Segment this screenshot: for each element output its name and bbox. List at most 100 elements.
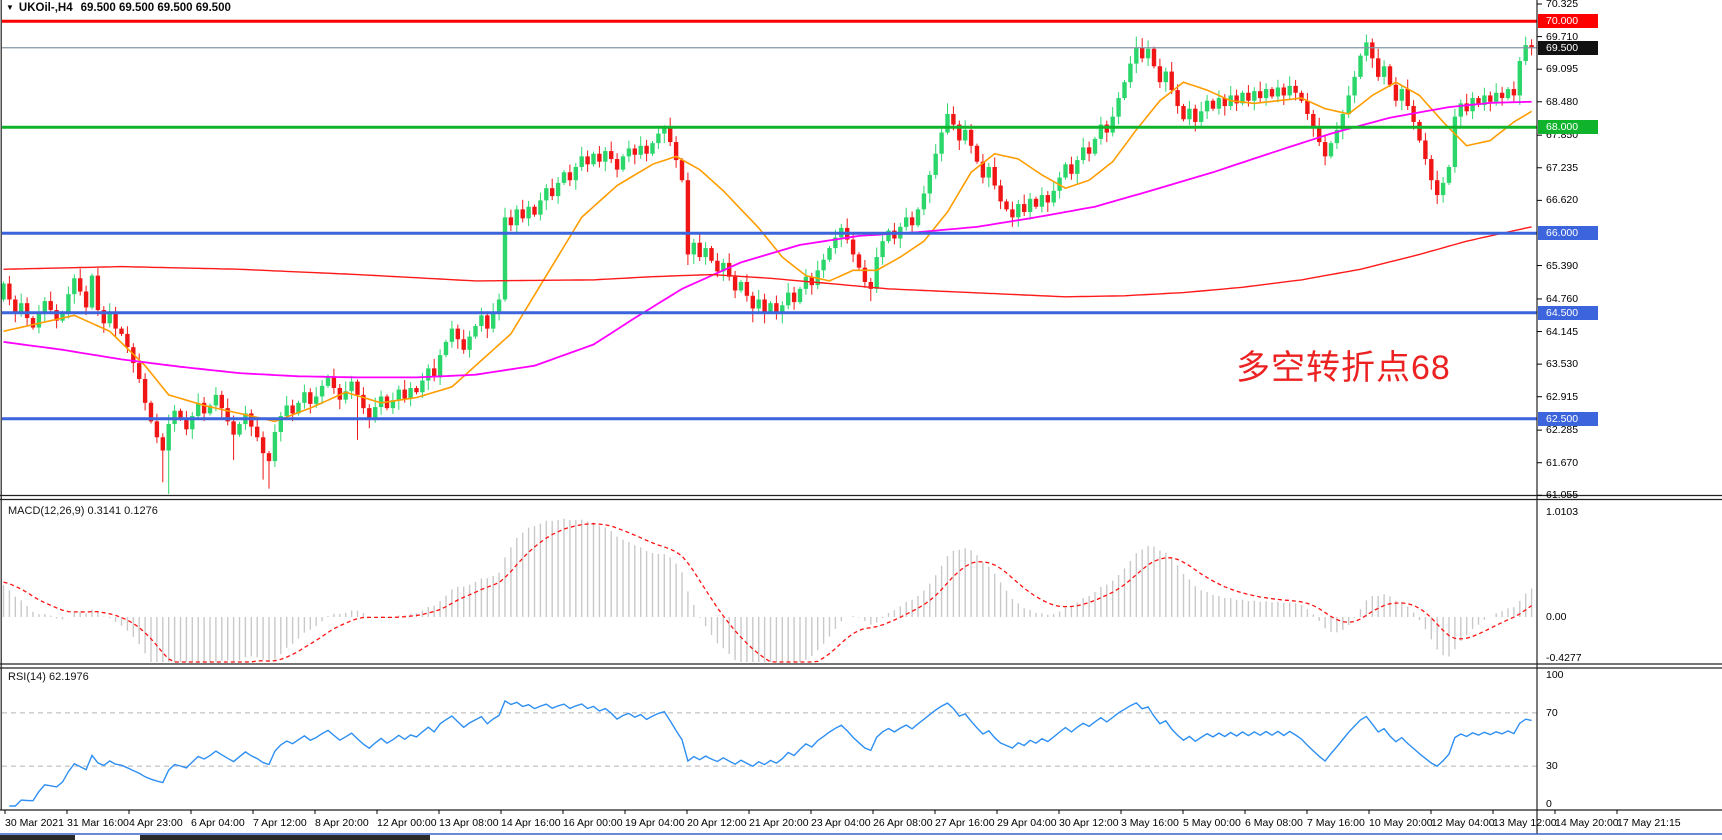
- candle-bullish: [1163, 71, 1168, 83]
- candle-bearish: [201, 402, 207, 414]
- candle-bullish: [378, 396, 384, 408]
- candle-bearish: [1387, 66, 1393, 85]
- time-axis-label: 12 Apr 00:00: [377, 817, 437, 829]
- candle-bullish: [1081, 147, 1086, 161]
- time-axis-label: 5 May 00:00: [1183, 817, 1241, 829]
- candle-bullish: [1110, 116, 1115, 133]
- candle-bullish: [196, 402, 201, 417]
- candle-bullish: [650, 143, 655, 154]
- candle-bullish: [626, 148, 632, 157]
- candle-bullish: [1016, 204, 1021, 218]
- candle-bearish: [119, 328, 124, 334]
- candle-bearish: [1069, 164, 1074, 174]
- candle-bearish: [361, 394, 366, 409]
- bottom-scroll-segment[interactable]: [0, 835, 75, 840]
- levels-layer[interactable]: [2, 19, 1537, 421]
- time-axis[interactable]: 30 Mar 2021 31 Mar 16:00 4 Apr 23:00 6 Apr …: [0, 810, 1722, 834]
- candle-bearish: [355, 381, 360, 395]
- candle-bearish: [1305, 100, 1310, 114]
- candle-bullish: [1328, 143, 1334, 157]
- candle-bullish: [449, 328, 455, 342]
- candle-bearish: [1210, 100, 1216, 109]
- candle-bearish: [992, 166, 997, 186]
- candle-bullish: [284, 405, 289, 417]
- candle-bullish: [1346, 95, 1351, 114]
- candle-bearish: [1299, 92, 1304, 101]
- candle-bearish: [1511, 89, 1517, 96]
- candle-bearish: [762, 299, 767, 312]
- macd-indicator-label: MACD(12,26,9) 0.3141 0.1276: [8, 505, 158, 517]
- candle-bearish: [791, 292, 797, 303]
- candle-bearish: [1317, 127, 1322, 143]
- candle-bullish: [691, 242, 696, 255]
- candle-bearish: [597, 153, 602, 162]
- ma-mid-magenta: [3, 100, 1532, 379]
- time-axis-label: 13 May 12:00: [1493, 817, 1557, 829]
- candle-bullish: [986, 166, 991, 178]
- rsi-axis-label: 0: [1546, 798, 1552, 810]
- candle-bearish: [101, 310, 106, 324]
- candle-bullish: [420, 380, 425, 393]
- chart-title: ▼ UKOil-,H4 69.500 69.500 69.500 69.500: [6, 2, 231, 14]
- candle-bullish: [1440, 182, 1446, 196]
- price-axis-label: 64.145: [1546, 325, 1579, 338]
- candle-bearish: [461, 339, 466, 350]
- candle-bullish: [579, 156, 584, 167]
- candle-bearish: [160, 437, 165, 451]
- price-axis[interactable]: 70.325 69.710 69.095 68.480 67.850 67.235 66.6…: [1537, 0, 1722, 834]
- candle-bullish: [827, 248, 832, 260]
- candle-bullish: [72, 278, 77, 295]
- candle-bullish: [42, 301, 47, 313]
- macd-axis-label: 0.00: [1546, 611, 1567, 623]
- candle-bearish: [685, 180, 691, 255]
- candle-bullish: [166, 424, 171, 451]
- candle-bullish: [927, 174, 932, 194]
- candle-bearish: [1193, 108, 1198, 122]
- time-axis-label: 31 Mar 16:00: [67, 817, 129, 829]
- price-axis-label: 69.710: [1546, 30, 1579, 43]
- candle-bearish: [260, 437, 266, 454]
- time-axis-label: 30 Mar 2021: [5, 817, 64, 829]
- candle-bearish: [137, 363, 142, 379]
- candle-bullish: [921, 193, 927, 210]
- price-axis-label: 65.390: [1546, 259, 1579, 272]
- candle-bearish: [974, 145, 980, 162]
- time-axis-label: 12 May 04:00: [1431, 817, 1495, 829]
- candle-bearish: [1151, 48, 1157, 67]
- candle-bullish: [473, 325, 478, 337]
- candle-bullish: [1199, 111, 1204, 122]
- candle-bearish: [1004, 201, 1009, 210]
- candle-bearish: [957, 124, 962, 141]
- price-level-badge: 69.500: [1538, 40, 1598, 55]
- candle-bearish: [1370, 42, 1375, 59]
- candle-bullish: [1092, 138, 1098, 154]
- time-axis-label: 29 Apr 04:00: [997, 817, 1057, 829]
- candle-bearish: [1529, 45, 1534, 48]
- symbol-dropdown-icon[interactable]: ▼: [6, 3, 14, 12]
- candle-bearish: [30, 318, 36, 328]
- candle-bearish: [609, 151, 614, 160]
- time-axis-label: 26 Apr 08:00: [873, 817, 933, 829]
- candle-bearish: [968, 129, 974, 146]
- bottom-scroll-segment[interactable]: [140, 835, 430, 840]
- candle-bearish: [219, 394, 224, 409]
- candle-bearish: [644, 145, 649, 154]
- candle-bearish: [113, 312, 118, 329]
- time-axis-label: 30 Apr 12:00: [1059, 817, 1119, 829]
- price-level-badge: 70.000: [1538, 14, 1598, 29]
- candle-bearish: [1181, 106, 1186, 120]
- candle-bearish: [1246, 92, 1251, 101]
- candle-bullish: [1128, 63, 1133, 83]
- price-level-badge: 64.500: [1538, 305, 1598, 320]
- candle-bearish: [231, 421, 236, 435]
- candle-bullish: [60, 312, 65, 321]
- candle-bullish: [1482, 95, 1487, 105]
- candle-bullish: [296, 402, 301, 414]
- candle-bullish: [325, 376, 331, 386]
- candle-bullish: [1252, 91, 1257, 101]
- candle-bearish: [1269, 89, 1275, 97]
- candle-bullish: [1134, 47, 1139, 64]
